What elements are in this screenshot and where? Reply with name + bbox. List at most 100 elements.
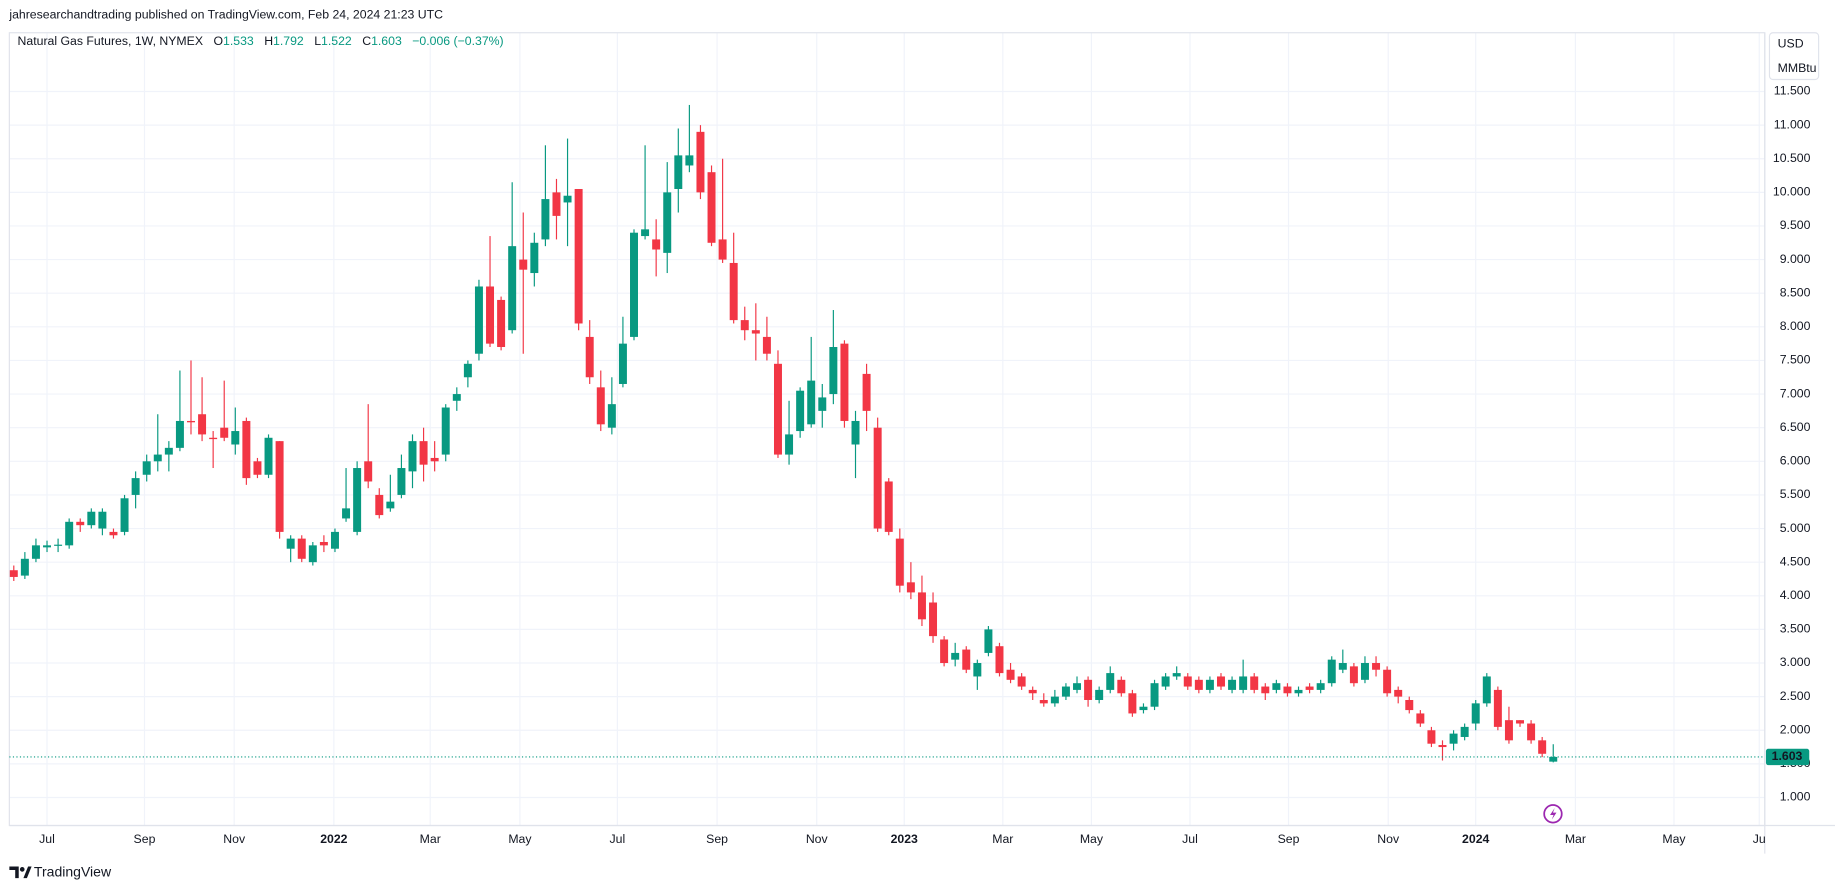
candle-body	[1084, 679, 1093, 700]
candles	[9, 104, 1765, 763]
candle-body	[1205, 679, 1214, 690]
x-tick-label: 2022	[320, 832, 347, 846]
candle-body	[43, 545, 52, 548]
candle-body	[452, 394, 461, 401]
candle-body	[929, 602, 938, 637]
candle-body	[1416, 713, 1425, 724]
candle-body	[1161, 676, 1170, 687]
x-tick-label: May	[508, 832, 532, 846]
candle-body	[253, 461, 262, 475]
candle-body	[175, 420, 184, 448]
candle-body	[198, 414, 207, 435]
candle-body	[773, 363, 782, 455]
candle-body	[1283, 686, 1292, 694]
candle-body	[87, 511, 96, 526]
candle-body	[1250, 676, 1259, 690]
candle-body	[1194, 679, 1203, 690]
x-tick-label: Sep	[134, 832, 156, 846]
candle-body	[1150, 683, 1159, 707]
logo-v	[23, 866, 32, 879]
y-tick-label: 7.500	[1780, 353, 1811, 367]
candle-body	[840, 343, 849, 421]
candle-body	[1050, 696, 1059, 704]
x-tick-label: Jul	[39, 832, 55, 846]
candle-body	[740, 320, 749, 331]
y-tick-label: 3.000	[1780, 655, 1811, 669]
candle-body	[1261, 686, 1270, 694]
candle-body	[164, 447, 173, 455]
candle-body	[707, 172, 716, 243]
y-tick-label: 5.000	[1780, 521, 1811, 535]
candle-body	[1338, 663, 1347, 670]
candle-body	[685, 155, 694, 166]
unit-box[interactable]	[1768, 32, 1820, 81]
publisher: jahresearchandtrading published on Tradi…	[8, 7, 443, 21]
candle-body	[563, 195, 572, 203]
candle-body	[530, 242, 539, 274]
logo-t	[9, 866, 19, 879]
candle-body	[995, 646, 1004, 674]
candle-body	[1039, 699, 1048, 704]
symbol: Natural Gas Futures, 1W, NYMEX	[18, 34, 203, 48]
candle-body	[618, 343, 627, 384]
o-value: 1.533	[223, 34, 254, 48]
candle-body	[330, 531, 339, 549]
candle-body	[419, 441, 428, 465]
event-bolt	[1550, 807, 1557, 820]
x-tick-label: Sep	[706, 832, 728, 846]
candle-body	[807, 380, 816, 425]
candle-body	[574, 188, 583, 324]
candle-body	[718, 239, 727, 260]
l-label: L	[314, 34, 321, 48]
candle-body	[98, 511, 107, 529]
candle-body	[1349, 666, 1358, 684]
c-label: C	[362, 34, 371, 48]
candle-body	[1394, 689, 1403, 697]
candle-body	[1272, 683, 1281, 690]
candle-body	[1239, 676, 1248, 690]
change: −0.006 (−0.37%)	[412, 34, 503, 48]
candle-body	[641, 229, 650, 237]
candle-body	[1294, 689, 1303, 694]
candle-body	[1372, 663, 1381, 670]
candle-body	[1117, 679, 1126, 694]
y-tick-label: 6.500	[1780, 420, 1811, 434]
currency: USD	[1778, 37, 1804, 51]
candle-body	[1482, 676, 1491, 704]
candle-body	[1217, 676, 1225, 687]
x-tick-label: Mar	[420, 832, 441, 846]
candle-body	[275, 441, 284, 532]
l-value: 1.522	[321, 34, 352, 48]
candle-body	[497, 299, 506, 348]
y-tick-label: 9.000	[1780, 252, 1811, 266]
candle-body	[1316, 683, 1325, 690]
candle-body	[1106, 673, 1115, 690]
candle-body	[785, 434, 794, 455]
x-tick-label: May	[1662, 832, 1686, 846]
candle-body	[486, 286, 495, 344]
candle-body	[474, 286, 483, 354]
last-price-label: 1.603	[1772, 749, 1803, 763]
candle-body	[308, 545, 317, 563]
candle-body	[1427, 730, 1436, 744]
o-label: O	[213, 34, 223, 48]
candle-body	[884, 481, 893, 532]
candle-body	[397, 468, 406, 495]
y-tick-label: 11.000	[1774, 117, 1811, 131]
x-tick-label: Nov	[1377, 832, 1400, 846]
candle-body	[153, 454, 162, 462]
candle-body	[1438, 745, 1447, 748]
candle-body	[1061, 686, 1070, 697]
candle-body	[895, 538, 904, 586]
x-tick-label: Mar	[1565, 832, 1586, 846]
y-tick-label: 9.500	[1780, 218, 1811, 232]
y-tick-label: 10.500	[1773, 151, 1811, 165]
candle-body	[862, 373, 871, 411]
candle-body	[762, 336, 771, 354]
candle-body	[917, 592, 926, 620]
candle-body	[441, 407, 450, 455]
candle-body	[131, 478, 140, 495]
candle-body	[109, 531, 118, 536]
